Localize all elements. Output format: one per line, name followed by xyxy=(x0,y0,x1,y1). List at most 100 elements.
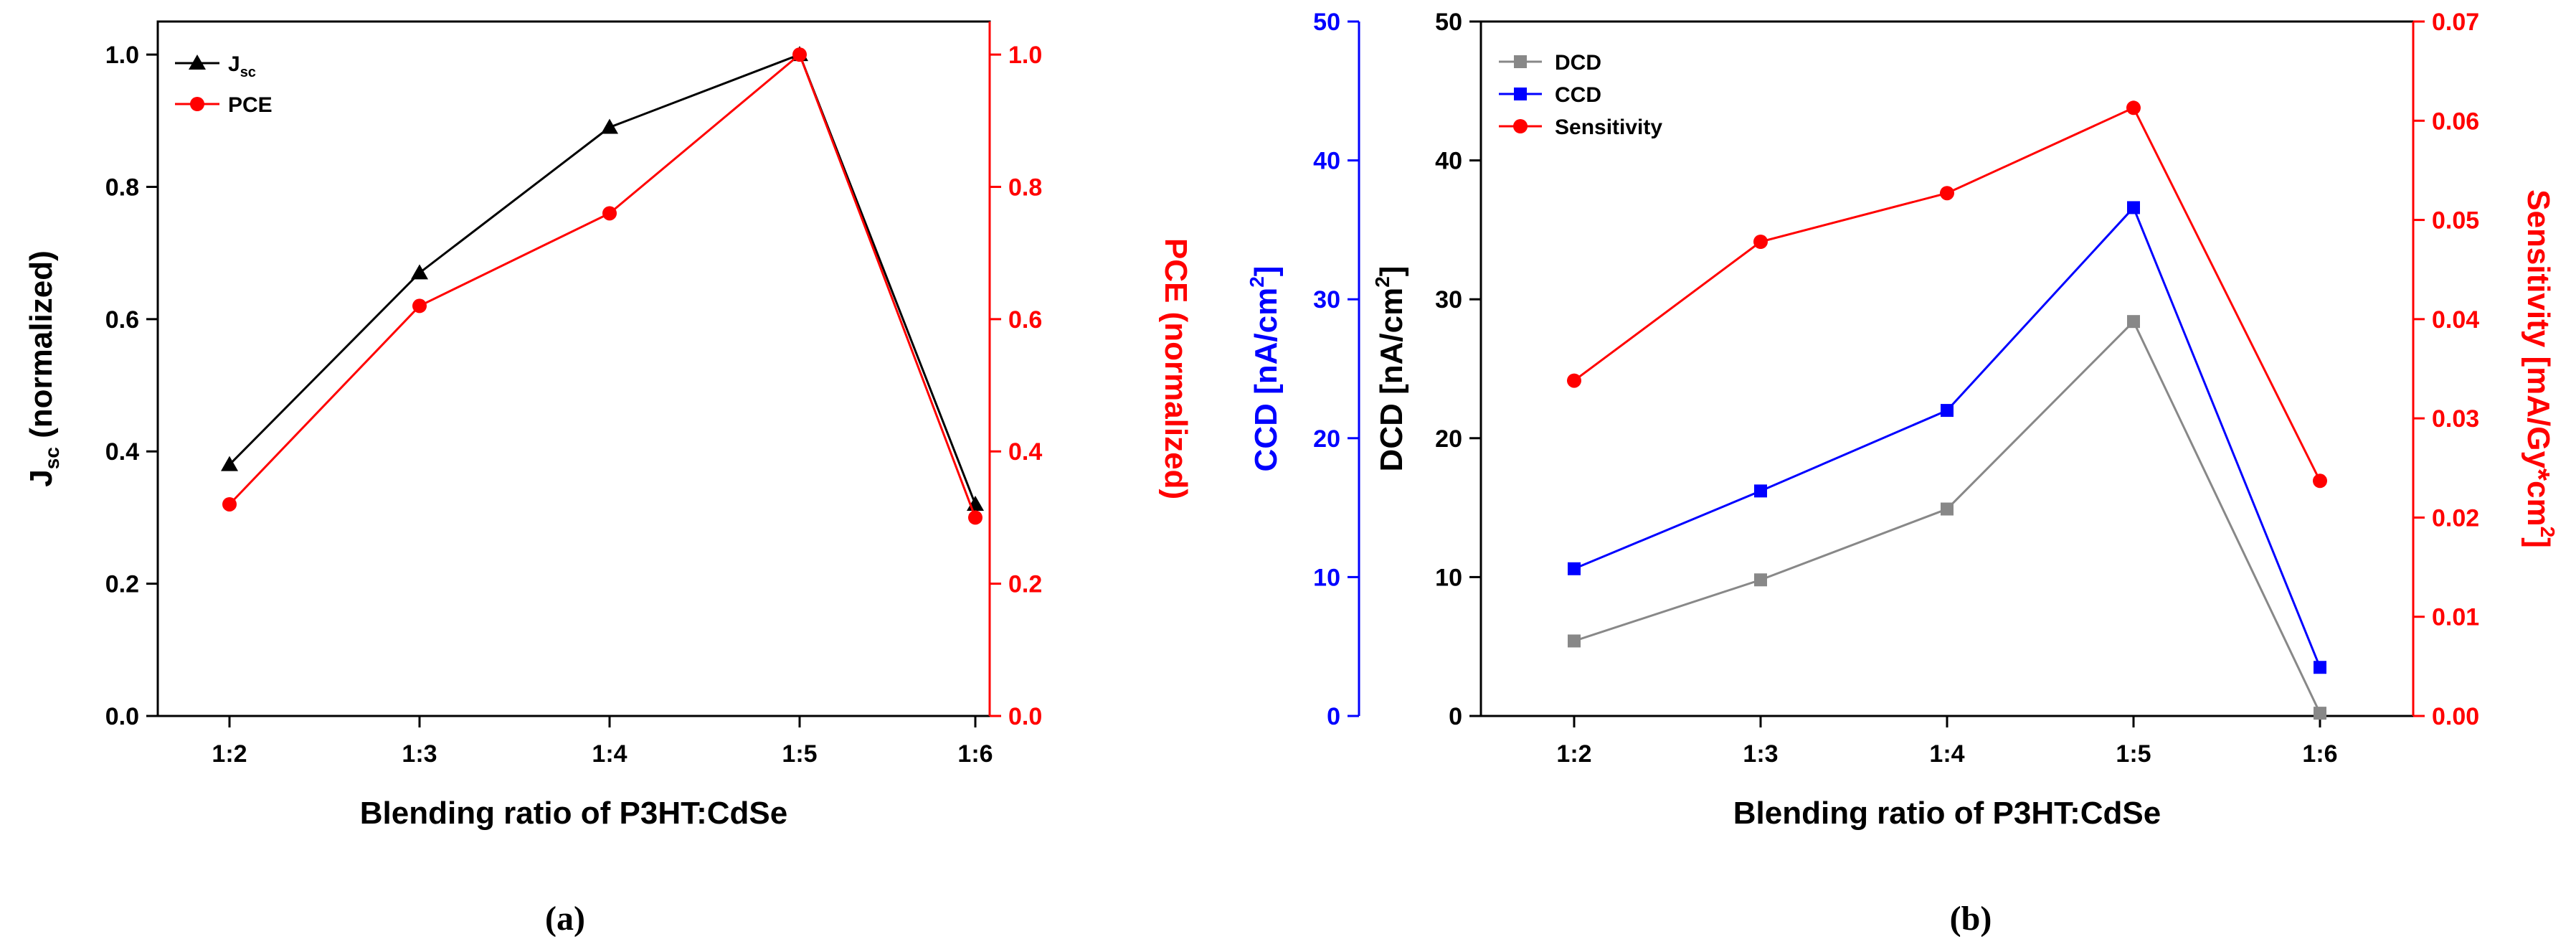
data-point-ccd xyxy=(1754,484,1767,498)
y-tick-label: 0.2 xyxy=(105,571,139,598)
y-tick-label: 0.07 xyxy=(2432,9,2479,36)
y-tick-label: 0.6 xyxy=(1008,306,1042,334)
legend-dcd-label: DCD xyxy=(1555,51,1601,75)
y-tick-label: 0.2 xyxy=(1008,571,1042,598)
panel-a-right-label: PCE (normalized) xyxy=(1158,238,1193,499)
series-line-sensitivity xyxy=(1573,106,2321,481)
y-tick-label: 0.0 xyxy=(1008,703,1042,730)
panel-b-legend: DCD CCD Sensitivity xyxy=(1499,51,1662,139)
panel-b-ccd-label: CCD [nA/cm2] xyxy=(1246,266,1284,472)
x-tick-label: 1:2 xyxy=(212,740,247,768)
y-tick-label: 30 xyxy=(1435,286,1462,314)
x-tick-label: 1:6 xyxy=(957,740,993,768)
x-tick-label: 1:3 xyxy=(1743,740,1778,768)
y-tick-label: 50 xyxy=(1435,9,1462,36)
panel-a-left-label: Jsc (normalized) xyxy=(24,250,63,486)
data-point-ccd xyxy=(1568,562,1581,575)
data-point-pce xyxy=(222,496,237,512)
x-tick-label: 1:5 xyxy=(782,740,817,768)
series-line-pce xyxy=(228,52,977,518)
data-point-dcd xyxy=(1568,634,1581,648)
y-tick-label: 0 xyxy=(1449,703,1462,730)
data-point-pce xyxy=(968,510,982,525)
y-tick-label: 0.4 xyxy=(105,438,139,466)
legend-pce-marker xyxy=(190,97,204,111)
data-point-pce xyxy=(792,47,807,62)
x-tick-label: 1:5 xyxy=(2116,740,2151,768)
panel-a-left-ticks: 0.0 0.2 0.4 0.6 0.8 1.0 xyxy=(105,42,158,730)
legend-jsc-marker xyxy=(189,55,206,70)
y-tick-label: 0.03 xyxy=(2432,405,2479,433)
panel-a-series xyxy=(221,46,984,525)
panel-b-x-ticks: 1:2 1:3 1:4 1:5 1:6 xyxy=(1556,716,2338,768)
y-tick-label: 50 xyxy=(1313,9,1340,36)
legend-jsc-label: Jsc xyxy=(228,52,256,80)
data-point-dcd xyxy=(2314,707,2326,720)
y-tick-label: 0.01 xyxy=(2432,604,2479,631)
panel-b-right-label: Sensitivity [mA/Gy*cm2] xyxy=(2521,189,2559,548)
y-tick-label: 0.8 xyxy=(105,174,139,201)
y-tick-label: 0.06 xyxy=(2432,108,2479,135)
y-tick-label: 20 xyxy=(1435,425,1462,453)
panel-b-x-label: Blending ratio of P3HT:CdSe xyxy=(1733,796,2161,831)
legend-sensitivity-label: Sensitivity xyxy=(1555,116,1662,139)
legend-ccd-marker xyxy=(1514,88,1527,100)
data-point-sensitivity xyxy=(2126,100,2141,116)
legend-ccd-label: CCD xyxy=(1555,83,1601,107)
y-tick-label: 0.4 xyxy=(1008,438,1042,466)
y-tick-label: 10 xyxy=(1313,564,1340,591)
series-line-ccd xyxy=(1573,205,2321,668)
x-tick-label: 1:2 xyxy=(1556,740,1591,768)
x-tick-label: 1:4 xyxy=(1929,740,1964,768)
legend-sensitivity-marker xyxy=(1513,119,1528,133)
data-point-j xyxy=(221,456,238,471)
y-tick-label: 20 xyxy=(1313,425,1340,453)
legend-dcd-marker xyxy=(1514,55,1527,68)
x-tick-label: 1:6 xyxy=(2302,740,2337,768)
panel-a-legend: Jsc PCE xyxy=(175,52,273,117)
panel-a: 1:2 1:3 1:4 1:5 1:6 0.00.20.40.60.81.0 0.00.… xyxy=(24,20,1193,938)
data-point-sensitivity xyxy=(1940,186,1954,201)
data-point-ccd xyxy=(2314,661,2326,674)
data-point-dcd xyxy=(1941,502,1954,516)
data-point-ccd xyxy=(2127,201,2140,215)
panel-b-left-label: DCD [nA/cm2] xyxy=(1371,266,1409,472)
x-tick-label: 1:3 xyxy=(402,740,437,768)
data-point-j xyxy=(411,264,428,280)
panel-a-x-ticks: 1:2 1:3 1:4 1:5 1:6 xyxy=(212,716,993,768)
y-tick-label: 10 xyxy=(1435,564,1462,591)
data-point-dcd xyxy=(1754,573,1767,587)
data-point-sensitivity xyxy=(1567,373,1581,388)
panel-b-left-ticks: 0 10 20 30 40 50 xyxy=(1435,9,1481,730)
panel-a-x-label: Blending ratio of P3HT:CdSe xyxy=(360,796,787,831)
legend-pce-label: PCE xyxy=(228,93,273,117)
y-tick-label: 0.02 xyxy=(2432,504,2479,532)
panel-b-ccd-ticks: 0 10 20 30 40 50 xyxy=(1313,9,1359,730)
data-point-ccd xyxy=(1941,404,1954,418)
panel-a-right-ticks: 0.0 0.2 0.4 0.6 0.8 1.0 xyxy=(990,42,1042,730)
y-tick-label: 0.04 xyxy=(2432,306,2479,334)
panel-b-series xyxy=(1567,100,2327,720)
y-tick-label: 0 xyxy=(1327,703,1340,730)
y-tick-label: 40 xyxy=(1435,148,1462,175)
y-tick-label: 0.0 xyxy=(105,703,139,730)
y-tick-label: 0.00 xyxy=(2432,703,2479,730)
y-tick-label: 1.0 xyxy=(105,42,139,69)
data-point-dcd xyxy=(2127,315,2140,329)
panel-b-right-ticks: 0.00 0.01 0.02 0.03 0.04 0.05 0.06 0.07 xyxy=(2413,9,2479,730)
data-point-pce xyxy=(602,206,617,221)
series-line-j xyxy=(228,53,977,505)
y-tick-label: 30 xyxy=(1313,286,1340,314)
y-tick-label: 40 xyxy=(1313,148,1340,175)
panel-b-caption: (b) xyxy=(1950,900,1992,938)
y-tick-label: 0.8 xyxy=(1008,174,1042,201)
panel-a-frame xyxy=(156,20,991,717)
data-point-pce xyxy=(412,298,427,314)
series-line-dcd xyxy=(1573,319,2321,714)
y-tick-label: 0.05 xyxy=(2432,207,2479,235)
data-point-j xyxy=(601,118,618,134)
x-tick-label: 1:4 xyxy=(592,740,627,768)
y-tick-label: 1.0 xyxy=(1008,42,1042,69)
